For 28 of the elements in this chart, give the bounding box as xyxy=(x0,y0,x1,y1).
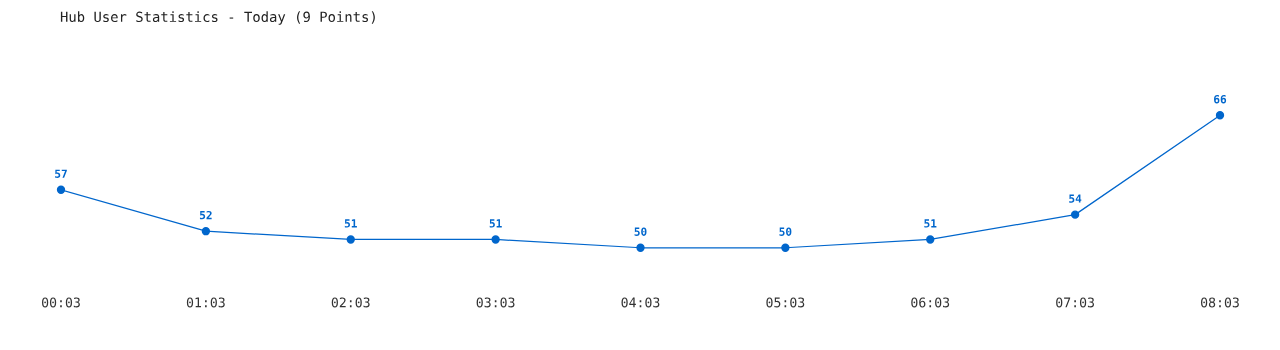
x-tick-label: 00:03 xyxy=(42,297,80,308)
x-tick-label: 06:03 xyxy=(911,297,950,308)
data-label: 54 xyxy=(1069,194,1082,203)
point xyxy=(1070,210,1080,219)
point xyxy=(636,243,645,252)
point xyxy=(491,235,500,244)
point xyxy=(926,235,935,244)
data-label: 51 xyxy=(344,219,357,228)
x-tick-label: 07:03 xyxy=(1056,297,1094,308)
x-tick-label: 04:03 xyxy=(621,297,660,308)
x-tick-label: 05:03 xyxy=(766,297,805,308)
chart-title: Hub User Statistics - Today (9 Points) xyxy=(60,11,375,25)
x-tick-label: 08:03 xyxy=(1201,297,1239,308)
point xyxy=(1215,111,1225,120)
data-label: 66 xyxy=(1214,94,1227,104)
data-label: 50 xyxy=(634,227,647,236)
x-tick-label: 03:03 xyxy=(476,297,515,308)
point xyxy=(346,235,355,244)
point xyxy=(781,243,790,252)
data-label: 51 xyxy=(489,219,502,228)
data-label: 57 xyxy=(55,169,67,178)
data-label: 50 xyxy=(779,227,792,236)
data-label: 52 xyxy=(199,210,212,220)
x-tick-label: 02:03 xyxy=(331,297,370,308)
point xyxy=(201,227,211,236)
data-label: 51 xyxy=(924,219,937,228)
x-tick-label: 01:03 xyxy=(186,297,225,308)
point xyxy=(56,185,66,194)
